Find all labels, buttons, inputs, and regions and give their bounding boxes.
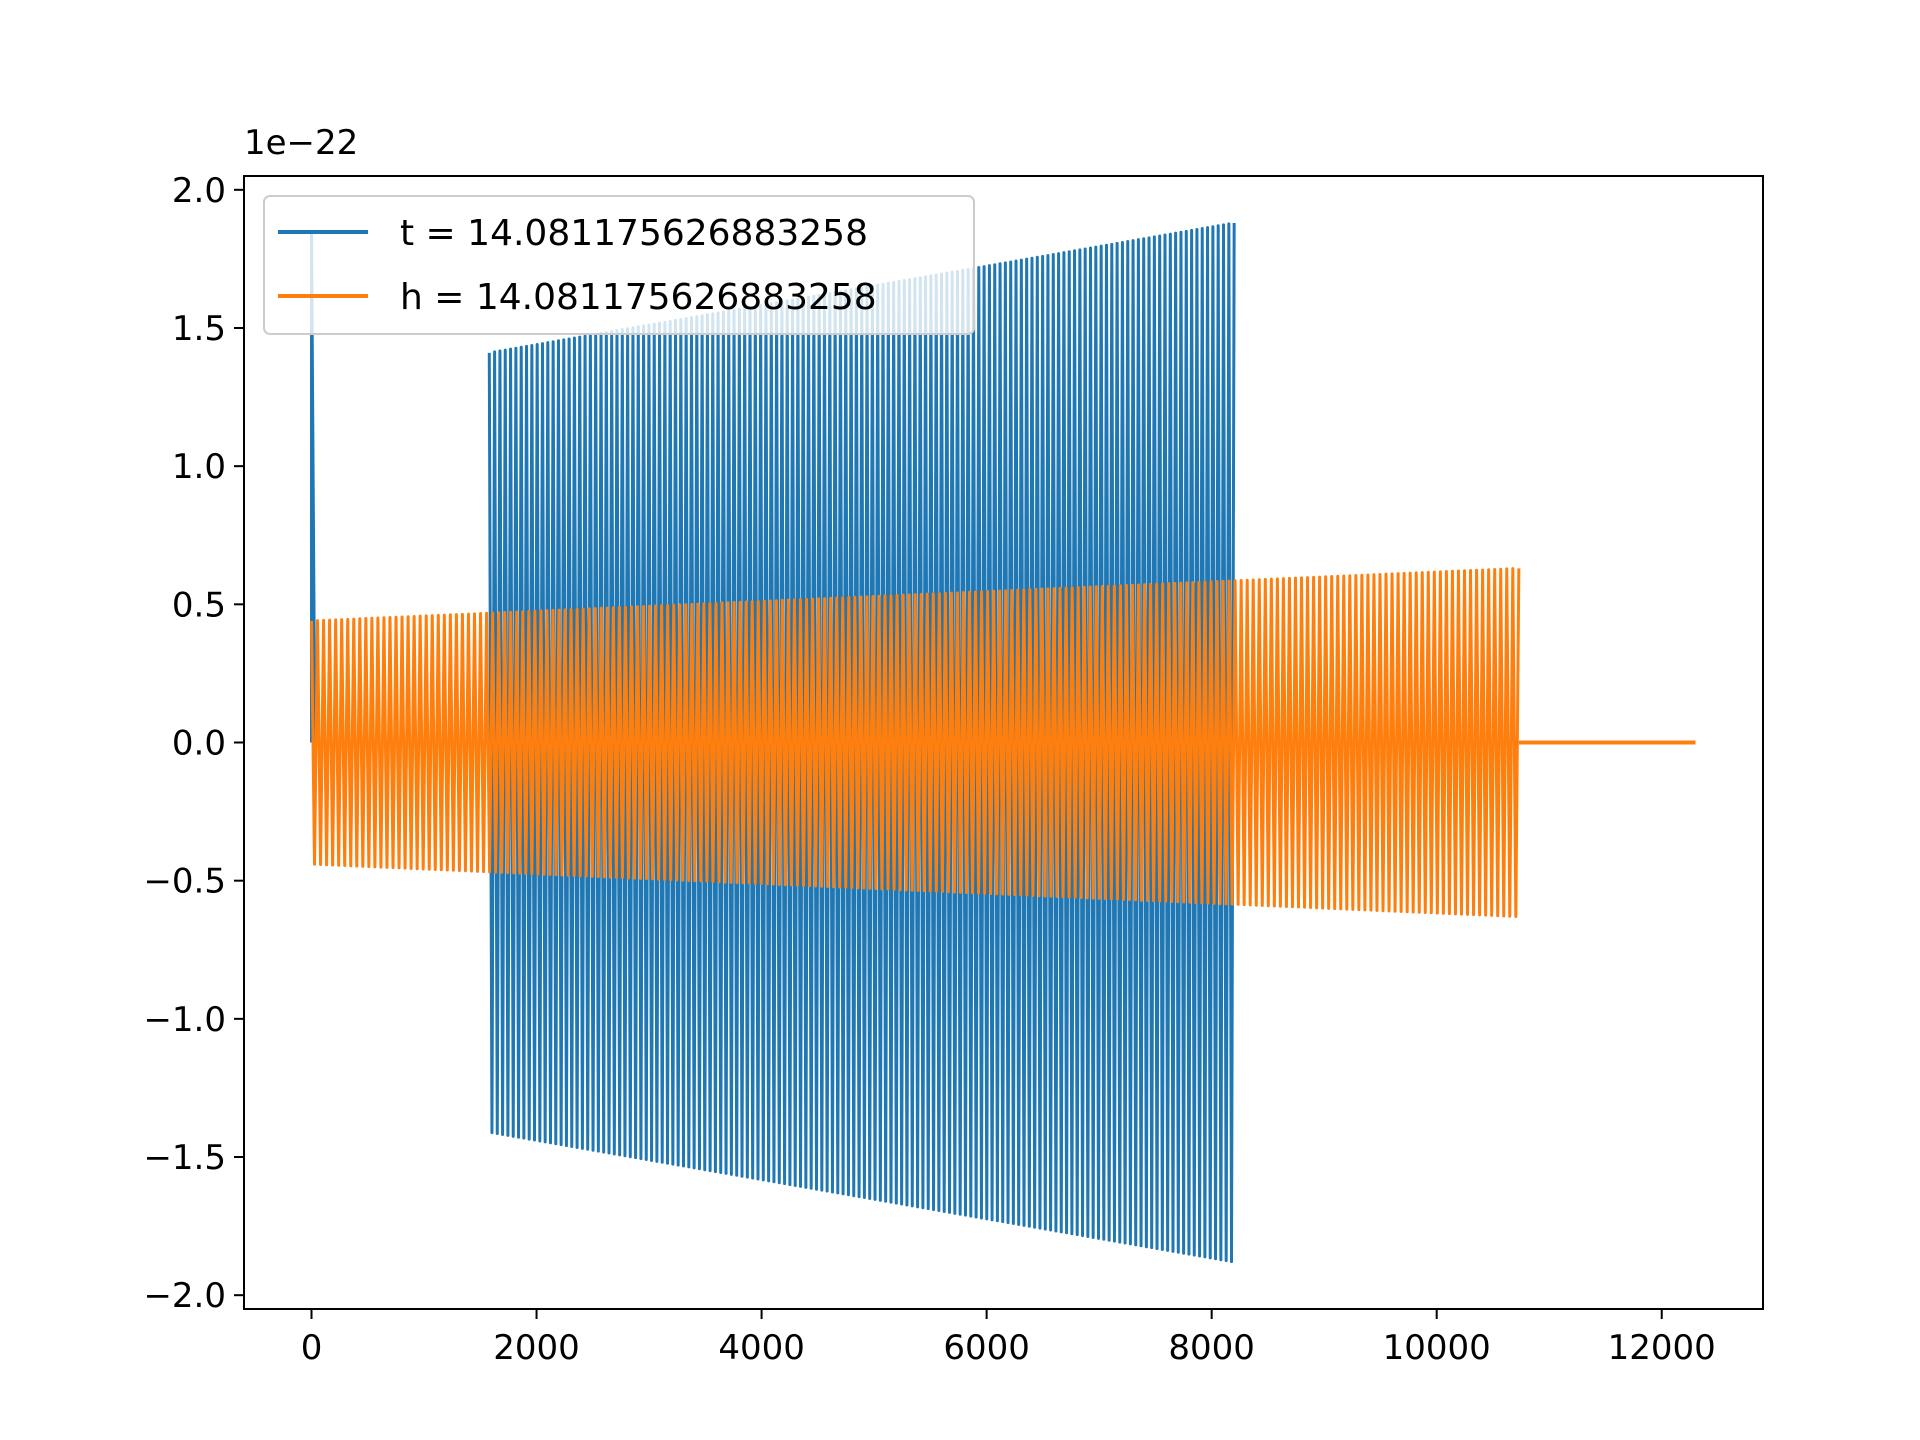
x-tick-label: 10000 [1383,1328,1491,1368]
y-axis: −2.0 −1.5 −1.0 −0.5 0.0 0.5 1.0 1.5 2.0 [143,171,244,1316]
y-tick-label: −1.0 [143,1000,226,1040]
x-tick-label: 8000 [1168,1328,1255,1368]
y-axis-offset-label: 1e−22 [244,123,358,163]
series-h [310,567,1696,918]
x-tick-label: 6000 [943,1328,1030,1368]
series-line [310,567,1521,918]
y-tick-label: −0.5 [143,862,226,902]
y-tick-label: 0.0 [172,724,226,764]
x-tick-label: 12000 [1608,1328,1716,1368]
legend-box [263,195,975,335]
x-tick-label: 0 [301,1328,323,1368]
y-tick-label: −1.5 [143,1138,226,1178]
y-tick-label: 2.0 [172,171,226,211]
legend-entry-label: h = 14.081175626883258 [400,277,877,318]
legend-entry-label: t = 14.081175626883258 [400,213,868,254]
legend: t = 14.081175626883258 h = 14.08117562688… [263,195,975,335]
x-axis: 0 2000 4000 6000 8000 10000 12000 [301,1309,1716,1368]
y-tick-label: 1.5 [172,309,226,349]
y-tick-label: 1.0 [172,447,226,487]
x-tick-label: 2000 [493,1328,580,1368]
y-tick-label: 0.5 [172,585,226,625]
y-tick-label: −2.0 [143,1276,226,1316]
x-tick-label: 4000 [718,1328,805,1368]
